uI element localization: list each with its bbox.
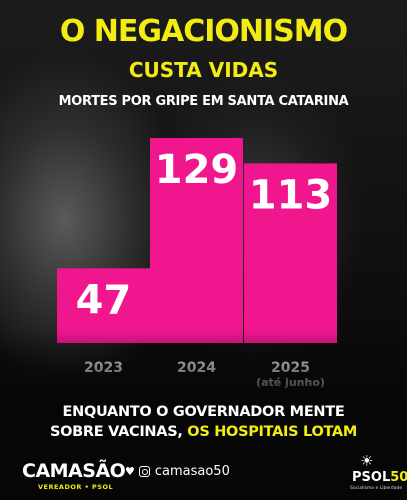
psol-sun-icon: ☀ <box>360 452 374 470</box>
title-line-1: O NEGACIONISMO <box>59 14 348 49</box>
message-line-1: ENQUANTO O GOVERNADOR MENTE <box>62 404 345 420</box>
logo-subtitle: VEREADOR • PSOL <box>38 483 114 491</box>
camasao-logo: CAMASÃO <box>22 460 126 482</box>
bar-value-label: 129 <box>155 147 239 193</box>
bottom-fade <box>0 330 407 500</box>
message-line-2-prefix: SOBRE VACINAS, <box>50 424 183 440</box>
bar-2025 <box>244 163 337 343</box>
message-highlight: OS HOSPITAIS LOTAM <box>187 424 357 440</box>
party-tagline: Socialismo e Liberdade <box>350 486 403 491</box>
social-handle: camasao50 <box>154 464 230 479</box>
social-links: ♥ camasao50 <box>125 464 230 479</box>
bar-value-label: 47 <box>76 277 132 323</box>
message-line-2: SOBRE VACINAS, OS HOSPITAIS LOTAM <box>0 424 407 440</box>
chart-subtitle: MORTES POR GRIPE EM SANTA CATARINA <box>58 94 349 109</box>
instagram-icon <box>138 466 150 477</box>
bar-value-label: 113 <box>249 172 333 218</box>
heart-icon: ♥ <box>125 465 135 478</box>
title-line-2: CUSTA VIDAS <box>128 58 279 82</box>
bar-2024 <box>150 138 243 343</box>
party-logo: PSOL50 <box>352 470 407 485</box>
